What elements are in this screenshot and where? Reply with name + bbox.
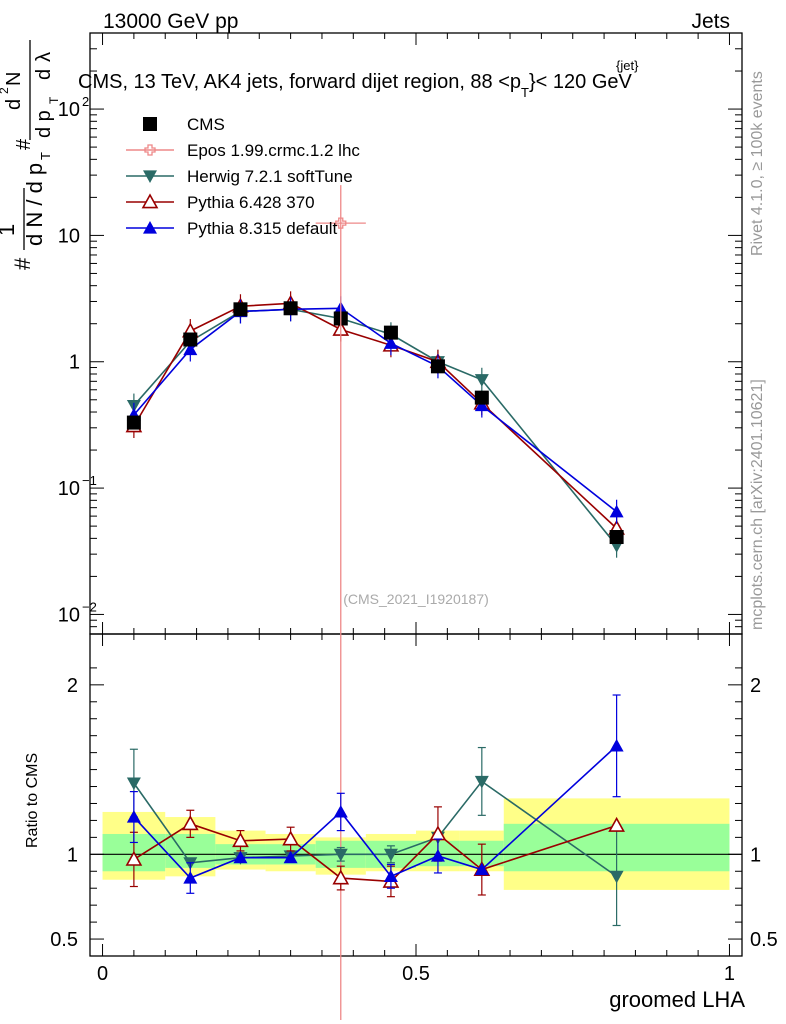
- ratio-frame: [89, 633, 743, 957]
- svg-text:N: N: [3, 72, 25, 86]
- ratio-point: [474, 862, 489, 876]
- x-axis-label: groomed LHA: [609, 987, 745, 1012]
- ratio-point: [283, 850, 298, 864]
- svg-text:2: 2: [0, 87, 11, 94]
- main-point: [430, 359, 445, 374]
- ratio-point: [233, 850, 248, 864]
- main-line-2: [133, 308, 618, 547]
- main-y-tick-exp: 2: [82, 94, 89, 109]
- title-super: {jet}: [616, 58, 639, 73]
- main-point: [474, 390, 489, 405]
- main-point: [383, 325, 398, 340]
- main-point: [383, 336, 398, 349]
- main-point: [183, 332, 198, 347]
- svg-text:T: T: [47, 96, 61, 104]
- main-point: [474, 398, 489, 412]
- ratio-point: [383, 848, 398, 862]
- ratio-point: [332, 869, 350, 885]
- ratio-y-tick-label-right: 2: [750, 675, 761, 697]
- ratio-point: [181, 815, 199, 831]
- title-main: CMS, 13 TeV, AK4 jets, forward dijet reg…: [78, 71, 521, 93]
- x-tick-label: 0: [97, 963, 108, 985]
- mcplots-label: mcplots.cern.ch [arXiv:2401.10621]: [749, 379, 766, 630]
- ratio-y-tick-label: 1: [67, 844, 78, 866]
- svg-text:d: d: [3, 99, 25, 110]
- main-y-tick-label: 10: [58, 604, 80, 626]
- legend-marker: [143, 117, 157, 131]
- ratio-point: [126, 810, 141, 823]
- ratio-point: [608, 816, 625, 832]
- main-line-4: [133, 307, 618, 513]
- svg-text:1: 1: [0, 224, 19, 236]
- legend-label: Pythia 6.428 370: [187, 193, 315, 212]
- main-y-tick-label: 1: [69, 352, 80, 374]
- ratio-y-tick-label: 0.5: [50, 929, 78, 951]
- energy-label: 13000 GeV pp: [103, 10, 238, 33]
- ratio-point: [125, 850, 143, 866]
- legend-marker: [143, 221, 157, 234]
- ratio-point: [609, 870, 624, 884]
- ratio-point: [609, 738, 624, 752]
- category-label: Jets: [691, 10, 730, 33]
- svg-text:d: d: [33, 69, 55, 80]
- ratio-y-tick-label: 2: [67, 675, 78, 697]
- legend-label: Herwig 7.2.1 softTune: [187, 167, 353, 186]
- ratio-point: [333, 804, 348, 818]
- ratio-point: [474, 775, 489, 789]
- ratio-point: [232, 832, 249, 848]
- svg-text:λ: λ: [33, 52, 55, 62]
- ratio-point: [183, 871, 198, 884]
- svg-text:#: #: [10, 257, 35, 270]
- svg-text:T: T: [38, 152, 53, 160]
- main-y-tick-label: 10: [58, 478, 80, 500]
- main-y-tick-exp: −1: [82, 473, 97, 488]
- main-y-tick-label: 10: [58, 225, 80, 247]
- legend: CMS Epos 1.99.crmc.1.2 lhc Herwig 7.2.1 so…: [126, 115, 360, 238]
- ratio-y-tick-label-right: 0.5: [750, 929, 778, 951]
- legend-marker: [143, 170, 157, 183]
- legend-label: CMS: [187, 115, 225, 134]
- main-point: [126, 415, 141, 430]
- main-y-label: # 1 d N / d p T # d 2 N d p T d λ: [0, 40, 61, 270]
- ratio-y-tick-label-right: 1: [750, 844, 761, 866]
- ratio-y-label: Ratio to CMS: [24, 753, 41, 848]
- title-tail: }< 120 GeV: [529, 71, 633, 93]
- analysis-tag: (CMS_2021_I1920187): [343, 591, 489, 607]
- legend-label: Pythia 8.315 default: [187, 219, 338, 238]
- main-point: [609, 504, 624, 518]
- svg-text:d p: d p: [33, 110, 55, 138]
- plot-title: CMS, 13 TeV, AK4 jets, forward dijet reg…: [78, 71, 633, 100]
- x-tick-label: 0.5: [402, 963, 430, 985]
- ratio-point: [126, 777, 141, 791]
- legend-marker: [141, 193, 159, 209]
- epos-point: [335, 217, 347, 229]
- main-point: [233, 302, 248, 317]
- main-point: [474, 374, 489, 387]
- x-tick-label: 1: [724, 963, 735, 985]
- svg-text:#: #: [13, 138, 35, 150]
- legend-marker: [144, 144, 156, 156]
- ratio-point: [383, 869, 398, 882]
- title-sub: T: [521, 85, 529, 100]
- ratio-point: [333, 848, 348, 862]
- ratio-point: [282, 830, 299, 846]
- ratio-series: [125, 694, 625, 927]
- main-y-tick-label: 10: [58, 99, 80, 121]
- main-y-tick-exp: −2: [82, 599, 97, 614]
- svg-text:d N / d p: d N / d p: [22, 163, 47, 246]
- legend-label: Epos 1.99.crmc.1.2 lhc: [187, 141, 360, 160]
- main-series: [125, 185, 625, 1020]
- main-point: [609, 530, 624, 545]
- ratio-point: [430, 849, 445, 862]
- rivet-label: Rivet 4.1.0, ≥ 100k events: [749, 71, 766, 256]
- main-point: [183, 342, 198, 356]
- main-point: [283, 301, 298, 316]
